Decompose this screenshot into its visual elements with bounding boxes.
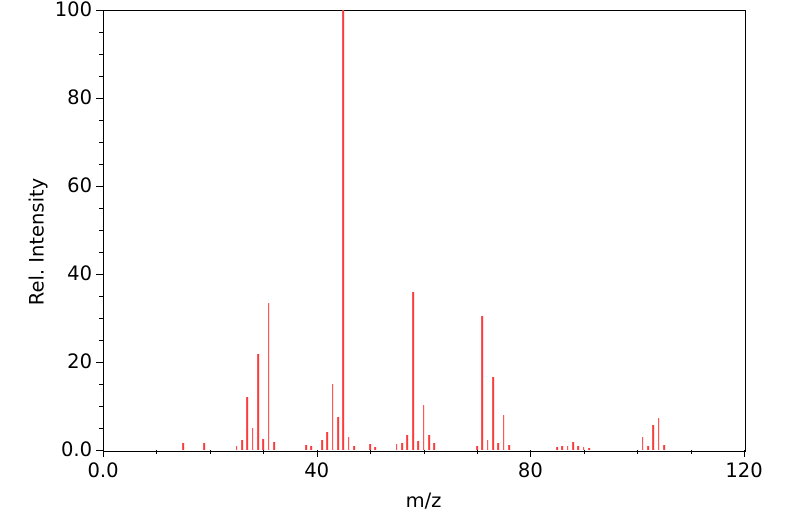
spectrum-peak [422,405,425,450]
y-axis-tick [96,362,103,363]
y-axis-tick [96,98,103,99]
spectrum-peak [203,442,206,450]
spectrum-peak [310,445,313,450]
spectrum-peak [572,442,574,450]
y-axis-tick [96,10,103,11]
spectrum-peak [508,444,510,450]
x-axis-minor-tick [637,450,639,454]
spectrum-peak [353,445,355,450]
y-axis-minor-tick [99,208,103,209]
spectrum-peak [588,448,590,450]
y-axis-minor-tick [99,340,103,341]
spectrum-peak [641,436,644,450]
x-axis-tick-label: 80 [517,459,543,482]
x-axis-minor-tick [583,450,585,454]
y-axis-tick [96,274,103,275]
spectrum-peak [342,10,345,450]
spectrum-peak [182,442,184,450]
x-axis-tick [530,450,532,457]
spectrum-peak [273,442,275,450]
y-axis-minor-tick [99,252,103,253]
x-axis-minor-tick [263,450,265,454]
y-axis-minor-tick [99,296,103,297]
spectrum-peak [417,441,419,450]
spectrum-peak [492,377,494,450]
y-axis-minor-tick [99,120,103,121]
spectrum-peak [561,446,564,450]
y-axis-tick-label: 20 [67,350,92,373]
spectrum-peak [481,315,484,450]
spectrum-peak [321,440,323,450]
spectrum-peak [241,440,243,450]
spectrum-peak [646,445,649,450]
y-axis-tick-label: 60 [67,174,92,197]
spectrum-peak [502,414,505,450]
x-axis-tick [316,450,318,457]
spectrum-peak [257,354,259,450]
y-axis-minor-tick [99,54,103,55]
spectrum-peak [411,291,414,450]
x-axis-minor-tick [156,450,158,454]
spectrum-peak [652,424,655,450]
x-axis-tick-label: 40 [304,459,330,482]
spectrum-peak [347,436,350,450]
y-axis-title: Rel. Intensity [25,177,49,306]
spectrum-peak [262,438,265,450]
spectrum-peak [577,446,580,450]
spectrum-peak [235,445,238,450]
x-axis-tick-label: 0.0 [87,459,119,482]
y-axis-minor-tick [99,318,103,319]
spectrum-peak [395,444,398,450]
spectrum-peak [331,384,334,450]
plot-frame [103,10,746,452]
spectrum-peak [246,397,249,450]
y-axis-minor-tick [99,384,103,385]
spectrum-peak [433,442,436,450]
spectrum-peak [556,446,558,450]
spectrum-peak [326,431,329,450]
x-axis-tick [744,450,745,457]
x-axis-tick [103,450,104,457]
spectrum-peak [305,444,307,450]
spectrum-peak [657,417,660,450]
y-axis-minor-tick [99,76,103,77]
y-axis-minor-tick [99,164,103,165]
y-axis-tick [96,450,103,451]
spectrum-plot-area [103,10,744,450]
spectrum-peak [663,444,665,450]
y-axis-minor-tick [99,406,103,407]
x-axis-minor-tick [209,450,211,454]
spectrum-peak [486,440,489,450]
y-axis-tick-label: 80 [67,86,92,109]
y-axis-tick-label: 100 [54,0,92,21]
y-axis-minor-tick [99,142,103,143]
spectrum-peak [267,303,270,450]
y-axis-minor-tick [99,230,103,231]
y-axis-tick-label: 0.0 [60,438,92,461]
spectrum-peak [427,434,430,450]
spectrum-peak [476,445,478,450]
spectrum-peak [566,446,569,450]
x-axis-minor-tick [370,450,372,454]
x-axis-minor-tick [476,450,478,454]
x-axis-minor-tick [423,450,425,454]
x-axis-minor-tick [690,450,692,454]
x-axis-title: m/z [405,489,442,512]
spectrum-peak [251,428,254,450]
spectrum-peak [582,447,585,450]
spectrum-peak [406,435,409,450]
x-axis-tick-label: 120 [725,459,763,482]
spectrum-peak [497,443,500,450]
spectrum-peak [374,447,377,450]
y-axis-tick-label: 40 [67,262,92,285]
spectrum-peak [369,443,371,450]
spectrum-peak [401,442,403,450]
y-axis-minor-tick [99,32,103,33]
y-axis-tick [96,186,103,187]
y-axis-minor-tick [99,428,103,429]
spectrum-peak [337,417,339,450]
